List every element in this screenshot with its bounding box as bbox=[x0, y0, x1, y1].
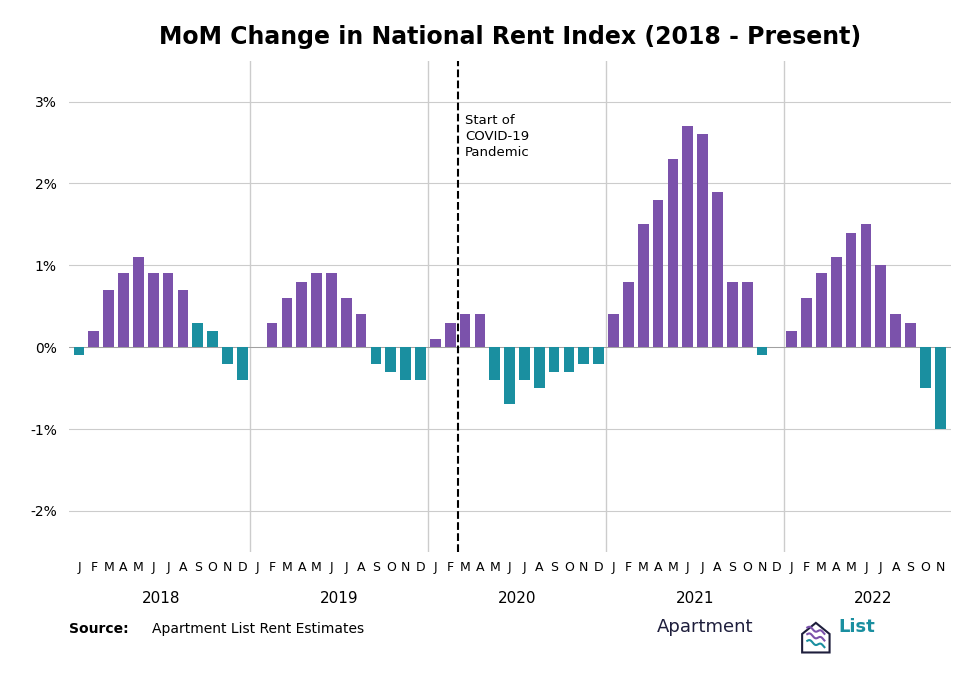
Bar bbox=[133, 257, 144, 347]
Bar bbox=[906, 322, 916, 347]
Text: Apartment: Apartment bbox=[657, 618, 753, 636]
Bar bbox=[74, 347, 84, 355]
Bar bbox=[890, 314, 901, 347]
Bar bbox=[831, 257, 842, 347]
Title: MoM Change in National Rent Index (2018 - Present): MoM Change in National Rent Index (2018 … bbox=[159, 25, 860, 49]
Bar bbox=[802, 298, 811, 347]
Bar bbox=[875, 265, 886, 347]
Bar bbox=[564, 347, 574, 371]
Bar bbox=[578, 347, 589, 363]
Text: List: List bbox=[838, 618, 874, 636]
Bar bbox=[519, 347, 530, 380]
Bar bbox=[192, 322, 203, 347]
Bar bbox=[505, 347, 514, 404]
Bar bbox=[935, 347, 946, 429]
Text: Apartment List Rent Estimates: Apartment List Rent Estimates bbox=[152, 622, 364, 636]
Bar bbox=[88, 331, 99, 347]
Bar bbox=[757, 347, 767, 355]
Bar bbox=[593, 347, 604, 363]
Bar bbox=[698, 135, 708, 347]
Bar bbox=[370, 347, 381, 363]
Bar bbox=[653, 200, 663, 347]
Bar bbox=[786, 331, 797, 347]
Bar bbox=[148, 273, 159, 347]
Bar bbox=[208, 331, 218, 347]
Text: 2022: 2022 bbox=[855, 591, 893, 606]
Bar bbox=[163, 273, 173, 347]
Bar bbox=[474, 314, 485, 347]
Bar bbox=[400, 347, 411, 380]
Bar bbox=[682, 126, 693, 347]
Bar bbox=[712, 192, 723, 347]
Bar bbox=[356, 314, 367, 347]
Bar bbox=[816, 273, 827, 347]
Bar bbox=[623, 281, 634, 347]
Bar bbox=[237, 347, 248, 380]
Bar bbox=[846, 232, 857, 347]
Bar bbox=[430, 339, 441, 347]
Text: Source:: Source: bbox=[69, 622, 128, 636]
Text: Start of
COVID-19
Pandemic: Start of COVID-19 Pandemic bbox=[466, 114, 530, 159]
Bar bbox=[549, 347, 560, 371]
Text: 2018: 2018 bbox=[141, 591, 180, 606]
Bar bbox=[860, 224, 871, 347]
Bar bbox=[326, 273, 337, 347]
Text: 2020: 2020 bbox=[498, 591, 536, 606]
Bar bbox=[609, 314, 619, 347]
Bar bbox=[341, 298, 352, 347]
Bar bbox=[638, 224, 649, 347]
Bar bbox=[416, 347, 426, 380]
Bar bbox=[103, 290, 114, 347]
Text: 2021: 2021 bbox=[676, 591, 714, 606]
Bar bbox=[742, 281, 753, 347]
Bar bbox=[920, 347, 931, 388]
Bar bbox=[296, 281, 307, 347]
Bar bbox=[119, 273, 129, 347]
Bar bbox=[534, 347, 545, 388]
Bar bbox=[281, 298, 292, 347]
Bar bbox=[460, 314, 470, 347]
Text: 2019: 2019 bbox=[319, 591, 358, 606]
Bar bbox=[445, 322, 456, 347]
Bar bbox=[667, 159, 678, 347]
Bar bbox=[489, 347, 500, 380]
Bar bbox=[385, 347, 396, 371]
Bar bbox=[727, 281, 738, 347]
Bar bbox=[177, 290, 188, 347]
Bar bbox=[312, 273, 321, 347]
Bar bbox=[222, 347, 233, 363]
Bar bbox=[267, 322, 277, 347]
